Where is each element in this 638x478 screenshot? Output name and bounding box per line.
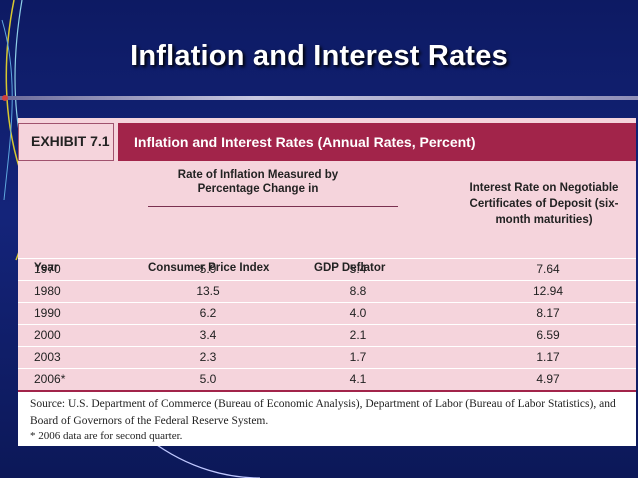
cell-rate: 1.17 xyxy=(536,350,560,364)
cell-cpi: 5.9 xyxy=(199,262,217,276)
table-row: 1980 13.5 8.8 12.94 xyxy=(18,280,636,302)
title-rule xyxy=(0,96,638,100)
cell-gdp: 4.1 xyxy=(349,372,367,386)
header-gdp: GDP Deflator xyxy=(314,262,386,274)
table-bottom-rule xyxy=(18,390,636,392)
slide-title: Inflation and Interest Rates xyxy=(130,40,508,72)
bullet-dot xyxy=(2,95,8,101)
cell-year: 2006* xyxy=(34,372,66,386)
table-row: 1990 6.2 4.0 8.17 xyxy=(18,302,636,324)
cell-gdp: 1.7 xyxy=(349,350,367,364)
cell-gdp: 8.8 xyxy=(349,284,367,298)
cell-rate: 6.59 xyxy=(536,328,560,342)
table-row: 2006* 5.0 4.1 4.97 xyxy=(18,368,636,390)
table-row: 2000 3.4 2.1 6.59 xyxy=(18,324,636,346)
header-underline xyxy=(148,206,398,207)
cell-year: 2003 xyxy=(34,350,61,364)
cell-year: 1970 xyxy=(34,262,61,276)
exhibit-label: EXHIBIT 7.1 xyxy=(18,123,114,161)
cell-gdp: 2.1 xyxy=(349,328,367,342)
table-row: 1970 5.9 5.4 7.64 xyxy=(18,258,636,280)
header-interest-rate: Interest Rate on Negotiable Certificates… xyxy=(469,182,619,226)
exhibit-panel: EXHIBIT 7.1 Inflation and Interest Rates… xyxy=(18,118,636,446)
cell-gdp: 5.4 xyxy=(349,262,367,276)
data-table: Rate of Inflation Measured by Percentage… xyxy=(18,162,636,392)
cell-cpi: 5.0 xyxy=(199,372,217,386)
header-cpi: Consumer Price Index xyxy=(148,262,270,274)
cell-cpi: 3.4 xyxy=(199,328,217,342)
cell-gdp: 4.0 xyxy=(349,306,367,320)
cell-rate: 12.94 xyxy=(532,284,564,298)
cell-rate: 4.97 xyxy=(536,372,560,386)
footnote: * 2006 data are for second quarter. xyxy=(30,430,183,442)
header-year: Year xyxy=(34,262,59,274)
cell-year: 1990 xyxy=(34,306,61,320)
cell-year: 1980 xyxy=(34,284,61,298)
exhibit-title: Inflation and Interest Rates (Annual Rat… xyxy=(118,123,636,161)
exhibit-header: EXHIBIT 7.1 Inflation and Interest Rates… xyxy=(18,118,636,162)
cell-cpi: 2.3 xyxy=(199,350,217,364)
table-row: 2003 2.3 1.7 1.17 xyxy=(18,346,636,368)
header-inflation-group: Rate of Inflation Measured by Percentage… xyxy=(177,169,339,195)
cell-cpi: 13.5 xyxy=(196,284,220,298)
cell-rate: 7.64 xyxy=(536,262,560,276)
cell-year: 2000 xyxy=(34,328,61,342)
cell-rate: 8.17 xyxy=(536,306,560,320)
cell-cpi: 6.2 xyxy=(199,306,217,320)
source-note: Source: U.S. Department of Commerce (Bur… xyxy=(30,398,616,427)
